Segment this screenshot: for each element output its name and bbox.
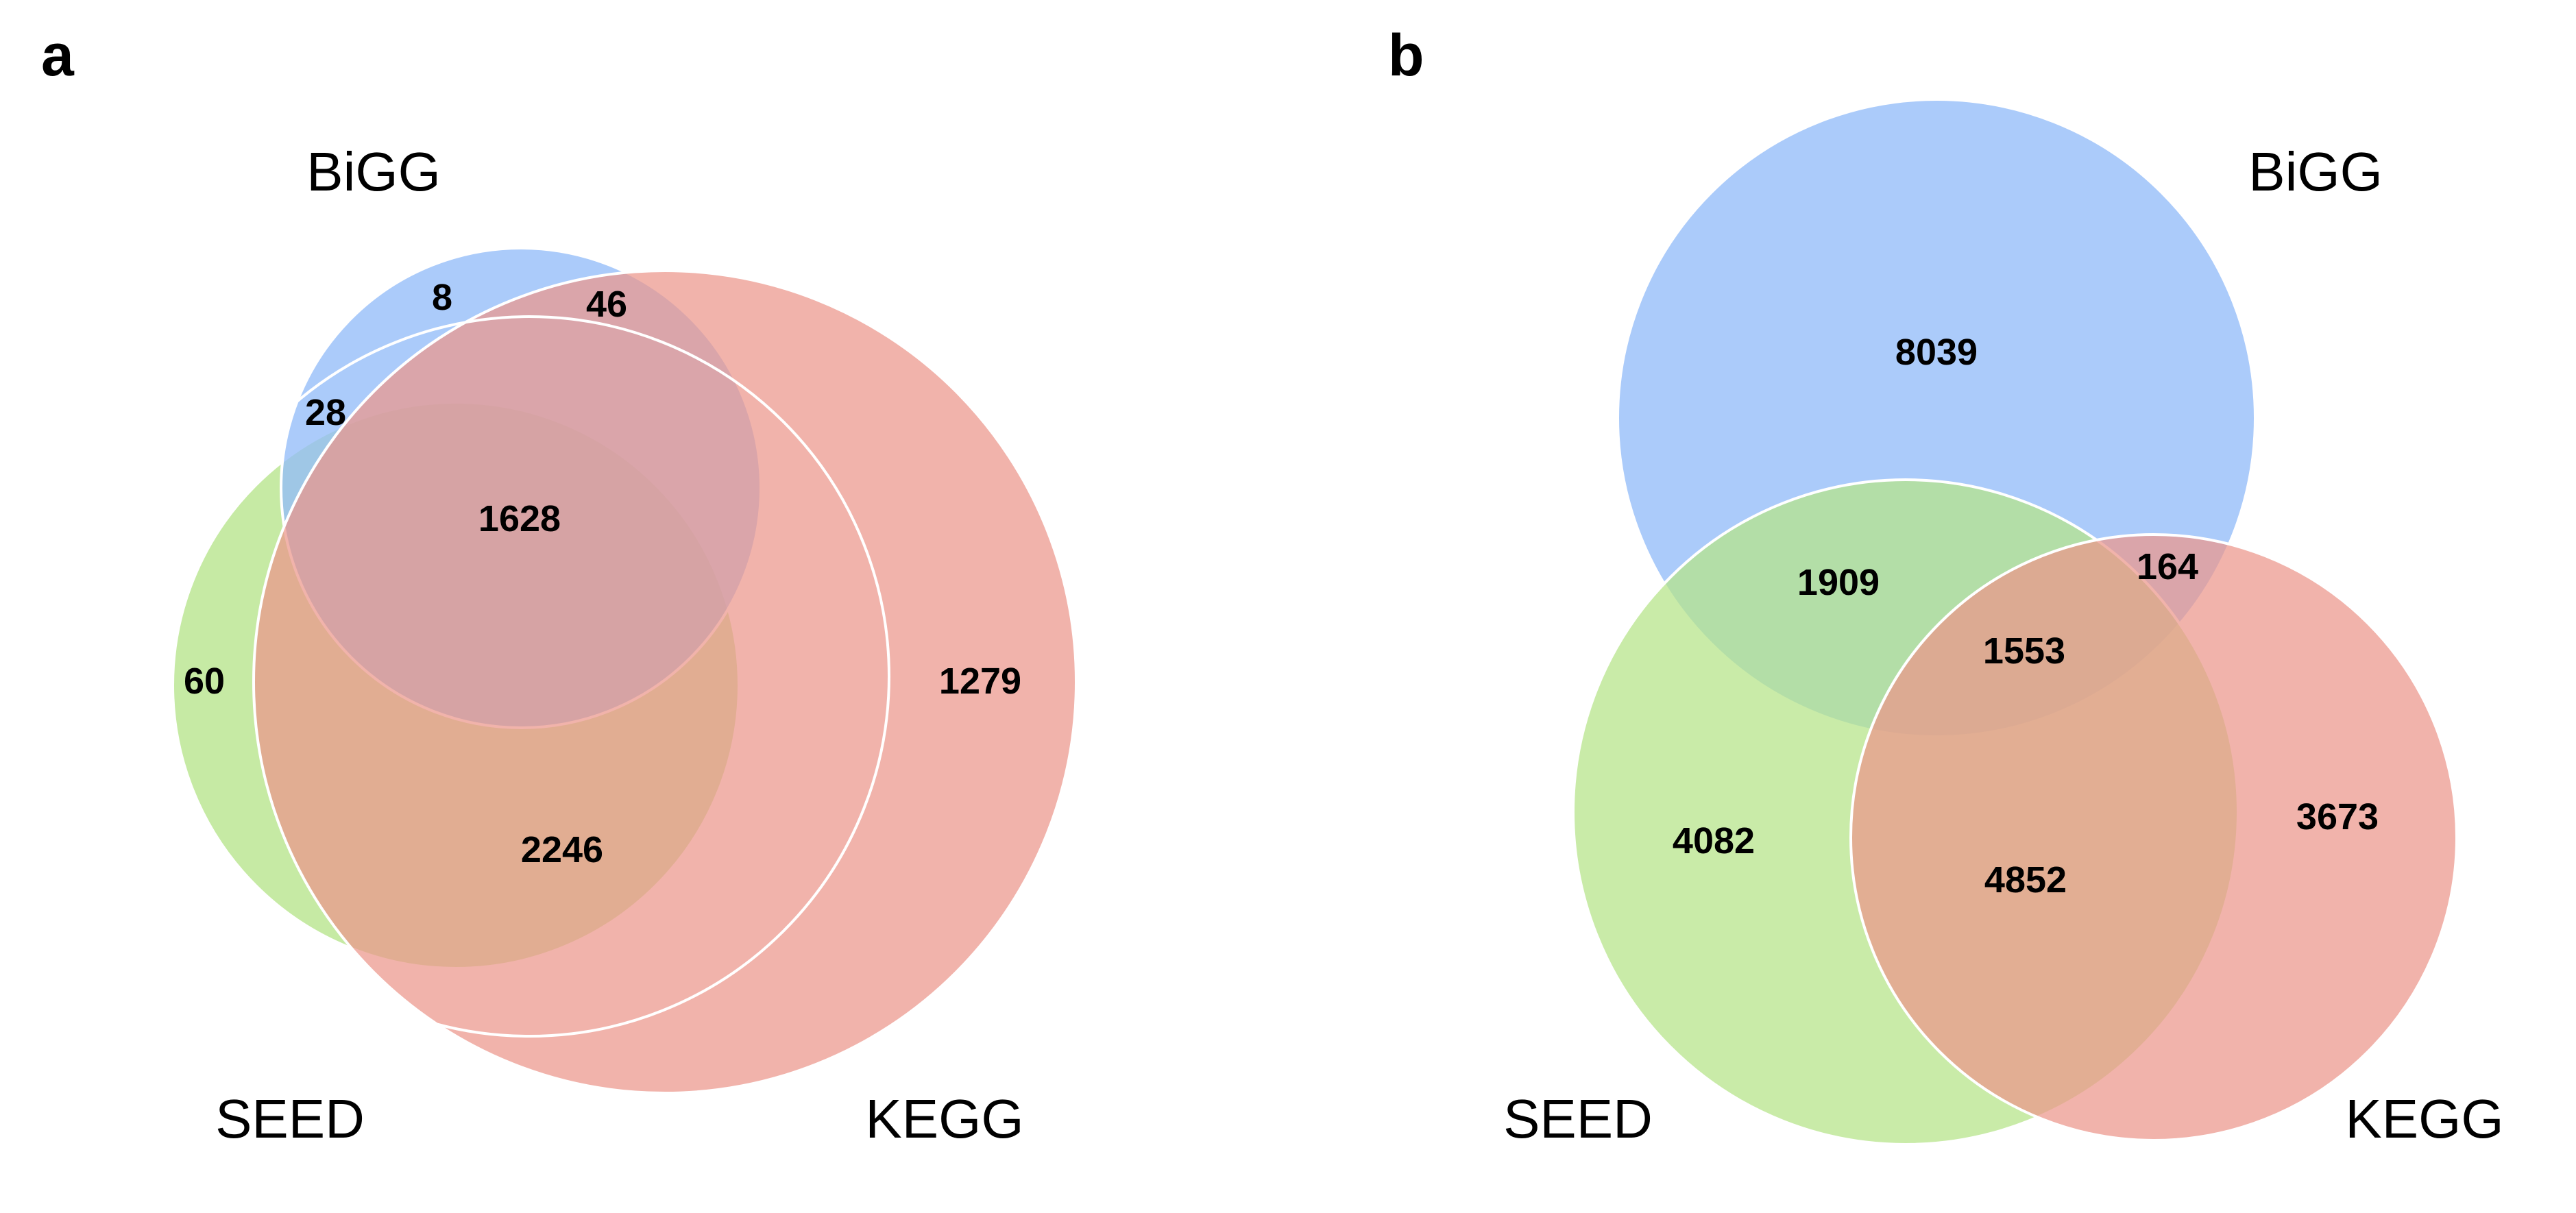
panel-b-count-seed-kegg: 4852 bbox=[1984, 859, 2067, 900]
panel-a-label: a bbox=[41, 23, 75, 88]
panel-a-count-seed-kegg: 2246 bbox=[521, 829, 603, 870]
panel-b-count-seed-only: 4082 bbox=[1673, 820, 1755, 861]
panel-b-count-bigg-kegg: 164 bbox=[2137, 546, 2198, 587]
panel-b-label: b bbox=[1388, 23, 1424, 88]
panel-b-count-all-three: 1553 bbox=[1983, 630, 2065, 672]
panel-b-count-bigg-only: 8039 bbox=[1895, 332, 1978, 373]
panel-a-count-bigg-only: 8 bbox=[432, 277, 452, 318]
panel-a-bigg-label: BiGG bbox=[306, 141, 441, 202]
panel-b-kegg-label: KEGG bbox=[2345, 1088, 2503, 1149]
panel-a-seed-label: SEED bbox=[215, 1088, 365, 1149]
panel-a: a BiGG SEED KEGG 8 46 28 1628 60 1279 22… bbox=[41, 23, 1078, 1149]
panel-a-count-kegg-only: 1279 bbox=[939, 661, 1021, 702]
panel-b-seed-label: SEED bbox=[1503, 1088, 1653, 1149]
panel-a-kegg-circle bbox=[252, 269, 1078, 1094]
panel-b-bigg-label: BiGG bbox=[2248, 141, 2383, 202]
panel-b-count-kegg-only: 3673 bbox=[2296, 796, 2379, 837]
panel-a-kegg-label: KEGG bbox=[865, 1088, 1023, 1149]
panel-a-count-seed-only: 60 bbox=[184, 661, 225, 702]
panel-a-seed-outline bbox=[168, 315, 890, 1038]
panel-a-count-bigg-kegg: 46 bbox=[586, 284, 627, 325]
panel-b-kegg-circle bbox=[1849, 533, 2458, 1142]
panel-b: b BiGG SEED KEGG 8039 1909 164 1553 4082… bbox=[1388, 23, 2504, 1149]
panel-b-count-bigg-seed: 1909 bbox=[1797, 562, 1880, 603]
panel-a-count-bigg-seed: 28 bbox=[305, 392, 346, 433]
panel-a-count-all-three: 1628 bbox=[478, 498, 561, 539]
